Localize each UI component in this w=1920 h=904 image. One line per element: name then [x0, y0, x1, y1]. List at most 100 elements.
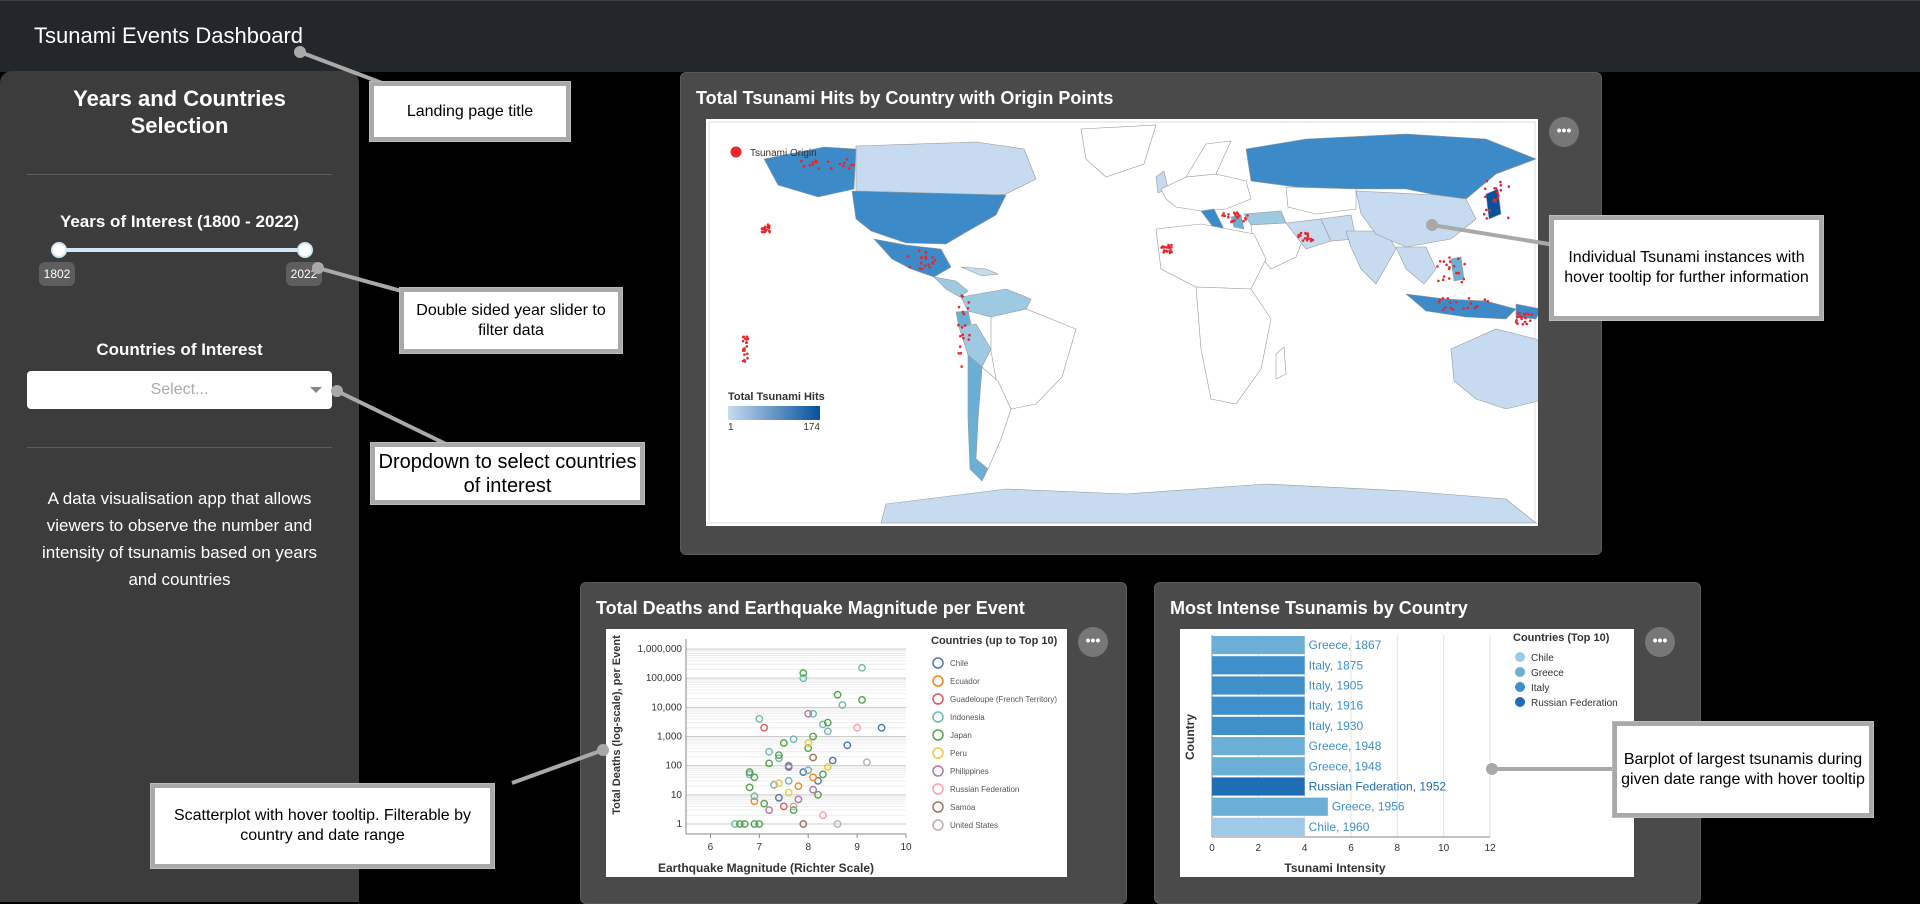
- tsunami-origin-point[interactable]: [1507, 185, 1511, 188]
- scatter-point[interactable]: [784, 776, 793, 785]
- tsunami-origin-point[interactable]: [927, 263, 930, 266]
- scatter-point[interactable]: [799, 674, 808, 683]
- bar-actions-menu-button[interactable]: •••: [1645, 627, 1675, 657]
- scatter-point[interactable]: [765, 759, 774, 768]
- tsunami-origin-point[interactable]: [959, 351, 963, 355]
- tsunami-origin-point[interactable]: [1234, 213, 1237, 217]
- tsunami-origin-point[interactable]: [1457, 271, 1460, 275]
- scatter-point[interactable]: [750, 792, 759, 801]
- scatter-point[interactable]: [804, 766, 813, 775]
- scatter-point[interactable]: [818, 720, 827, 729]
- scatter-point[interactable]: [799, 669, 808, 677]
- tsunami-origin-point[interactable]: [1441, 278, 1445, 282]
- tsunami-origin-point[interactable]: [957, 352, 960, 355]
- tsunami-origin-point[interactable]: [1165, 246, 1168, 249]
- tsunami-origin-point[interactable]: [957, 305, 961, 309]
- scatter-point[interactable]: [862, 758, 871, 767]
- tsunami-origin-point[interactable]: [1462, 307, 1465, 310]
- tsunami-origin-point[interactable]: [1305, 239, 1309, 242]
- tsunami-origin-point[interactable]: [1485, 179, 1489, 183]
- tsunami-origin-point[interactable]: [1523, 316, 1527, 319]
- scatter-point[interactable]: [784, 788, 793, 797]
- scatter-point[interactable]: [755, 820, 764, 828]
- tsunami-origin-point[interactable]: [1530, 313, 1534, 316]
- tsunami-origin-point[interactable]: [842, 161, 846, 165]
- tsunami-origin-point[interactable]: [1444, 306, 1447, 309]
- tsunami-origin-point[interactable]: [1227, 215, 1230, 219]
- tsunami-origin-point[interactable]: [1485, 217, 1489, 220]
- tsunami-origin-point[interactable]: [918, 267, 922, 271]
- tsunami-origin-point[interactable]: [1499, 180, 1502, 184]
- tsunami-origin-point[interactable]: [761, 227, 764, 230]
- tsunami-origin-point[interactable]: [924, 257, 928, 261]
- tsunami-origin-point[interactable]: [811, 161, 814, 164]
- tsunami-origin-point[interactable]: [767, 226, 771, 230]
- tsunami-origin-point[interactable]: [743, 353, 746, 356]
- tsunami-origin-point[interactable]: [957, 323, 960, 327]
- scatter-point[interactable]: [799, 768, 808, 777]
- tsunami-origin-point[interactable]: [1309, 239, 1313, 243]
- scatter-point[interactable]: [818, 811, 827, 820]
- tsunami-origin-point[interactable]: [1522, 313, 1526, 316]
- tsunami-origin-point[interactable]: [1463, 262, 1466, 266]
- tsunami-origin-point[interactable]: [1306, 232, 1309, 236]
- tsunami-origin-point[interactable]: [745, 335, 749, 338]
- tsunami-origin-point[interactable]: [745, 341, 748, 344]
- tsunami-origin-point[interactable]: [1438, 298, 1442, 302]
- scatter-actions-menu-button[interactable]: •••: [1078, 627, 1108, 657]
- scatter-point[interactable]: [794, 782, 803, 791]
- tsunami-origin-point[interactable]: [1497, 194, 1500, 197]
- tsunami-origin-point[interactable]: [1170, 243, 1173, 247]
- tsunami-origin-point[interactable]: [967, 338, 970, 341]
- tsunami-origin-point[interactable]: [1482, 212, 1486, 216]
- scatter-point[interactable]: [858, 696, 866, 704]
- scatter-point[interactable]: [877, 723, 886, 732]
- scatter-point[interactable]: [789, 806, 798, 815]
- tsunami-origin-point[interactable]: [1515, 318, 1518, 322]
- tsunami-origin-point[interactable]: [745, 338, 748, 341]
- tsunami-origin-point[interactable]: [1499, 188, 1503, 192]
- tsunami-origin-point[interactable]: [743, 360, 747, 363]
- tsunami-origin-point[interactable]: [741, 335, 745, 339]
- tsunami-origin-point[interactable]: [1168, 249, 1171, 253]
- tsunami-origin-point[interactable]: [838, 162, 842, 166]
- tsunami-origin-point[interactable]: [1441, 297, 1445, 300]
- scatter-point[interactable]: [804, 739, 813, 747]
- bar[interactable]: [1212, 676, 1305, 695]
- scatter-point[interactable]: [833, 820, 842, 828]
- scatter-point[interactable]: [745, 768, 754, 777]
- tsunami-origin-point[interactable]: [1448, 260, 1452, 263]
- tsunami-origin-point[interactable]: [1476, 305, 1479, 308]
- scatter-point[interactable]: [799, 820, 808, 828]
- tsunami-origin-point[interactable]: [1483, 187, 1487, 191]
- tsunami-origin-point[interactable]: [1167, 245, 1171, 248]
- tsunami-origin-point[interactable]: [1485, 208, 1488, 212]
- tsunami-origin-point[interactable]: [1469, 302, 1473, 305]
- tsunami-origin-point[interactable]: [1516, 316, 1519, 319]
- tsunami-origin-point[interactable]: [1492, 199, 1495, 203]
- tsunami-origin-point[interactable]: [961, 310, 965, 314]
- tsunami-origin-point[interactable]: [1486, 299, 1490, 303]
- scatter-point[interactable]: [789, 735, 798, 744]
- tsunami-origin-point[interactable]: [1449, 306, 1453, 310]
- tsunami-origin-point[interactable]: [1466, 306, 1470, 310]
- scatter-point[interactable]: [774, 779, 783, 788]
- tsunami-origin-point[interactable]: [1233, 219, 1236, 222]
- tsunami-origin-point[interactable]: [1529, 319, 1532, 322]
- scatter-plot[interactable]: 1,000,000 100,000 10,000 1,000 100 10 1 6 7 8 9 10 …: [606, 629, 1067, 877]
- scatter-point[interactable]: [745, 783, 754, 792]
- tsunami-origin-point[interactable]: [1447, 277, 1451, 280]
- bar[interactable]: [1212, 797, 1328, 816]
- tsunami-origin-point[interactable]: [1436, 265, 1439, 268]
- scatter-point[interactable]: [755, 715, 764, 723]
- scatter-point[interactable]: [760, 799, 769, 808]
- scatter-point[interactable]: [774, 751, 783, 760]
- tsunami-origin-point[interactable]: [1246, 214, 1249, 217]
- bar[interactable]: [1212, 656, 1305, 675]
- tsunami-origin-point[interactable]: [1244, 216, 1247, 220]
- scatter-point[interactable]: [765, 806, 774, 815]
- countries-dropdown[interactable]: Select...: [27, 371, 332, 409]
- tsunami-origin-point[interactable]: [1442, 275, 1446, 278]
- tsunami-origin-point[interactable]: [1445, 263, 1448, 267]
